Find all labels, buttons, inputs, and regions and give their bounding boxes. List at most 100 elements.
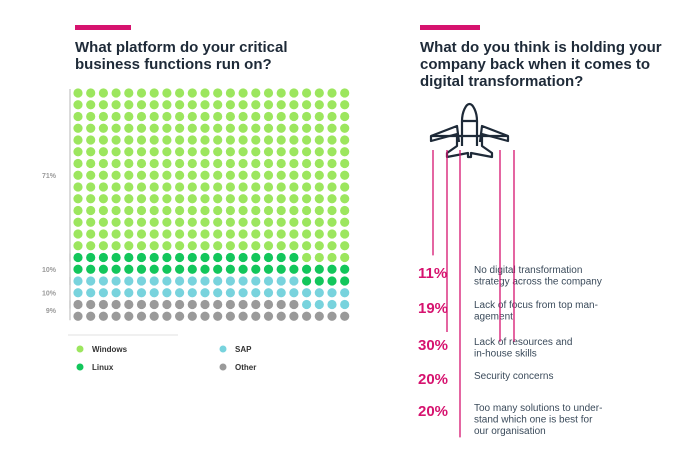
- waffle-dot-windows: [111, 135, 121, 145]
- waffle-dot-windows: [238, 229, 248, 239]
- waffle-dot-windows: [263, 135, 274, 145]
- waffle-dot-windows: [149, 194, 159, 204]
- waffle-dot-other: [314, 311, 324, 321]
- waffle-dot-windows: [86, 205, 96, 216]
- waffle-dot-sap: [124, 288, 134, 298]
- waffle-pct-label-windows: 71%: [42, 173, 57, 180]
- waffle-dot-windows: [162, 182, 172, 192]
- waffle-dot-windows: [327, 147, 337, 157]
- waffle-dot-windows: [187, 217, 197, 227]
- waffle-dot-windows: [276, 205, 286, 216]
- waffle-dot-windows: [213, 123, 223, 133]
- waffle-dot-windows: [124, 170, 134, 180]
- waffle-dot-windows: [86, 229, 96, 239]
- waffle-dot-windows: [225, 170, 235, 180]
- waffle-dot-windows: [124, 229, 134, 239]
- bar-category-label-2: agement: [474, 312, 513, 323]
- legend-swatch-linux: [76, 363, 84, 371]
- waffle-dot-windows: [111, 194, 121, 204]
- waffle-dot-windows: [314, 123, 324, 133]
- waffle-dot-windows: [200, 241, 210, 251]
- waffle-dot-windows: [251, 147, 261, 157]
- waffle-dot-windows: [175, 123, 185, 133]
- waffle-dot-windows: [200, 123, 210, 133]
- waffle-dot-sap: [276, 276, 286, 286]
- waffle-dot-sap: [98, 288, 108, 298]
- waffle-dot-windows: [289, 88, 299, 98]
- waffle-dot-other: [162, 299, 172, 310]
- waffle-dot-windows: [263, 170, 274, 180]
- waffle-dot-other: [187, 299, 197, 310]
- waffle-dot-windows: [213, 205, 223, 216]
- bar-category-label-2: Lack of focus from top man-: [474, 300, 598, 311]
- waffle-dot-windows: [162, 147, 172, 157]
- waffle-dot-other: [251, 299, 261, 310]
- left-chart-title: What platform do your critical business …: [75, 39, 288, 73]
- waffle-dot-linux: [314, 264, 324, 274]
- legend-label-other: Other: [235, 363, 256, 372]
- waffle-dot-windows: [175, 111, 185, 122]
- waffle-dot-windows: [136, 111, 147, 122]
- waffle-dot-windows: [136, 100, 147, 110]
- waffle-dot-sap: [276, 288, 286, 298]
- waffle-dot-windows: [200, 170, 210, 180]
- waffle-dot-other: [111, 311, 121, 321]
- waffle-dot-windows: [98, 205, 108, 216]
- waffle-dot-sap: [149, 288, 159, 298]
- waffle-dot-other: [251, 311, 261, 321]
- bar-pct-label-4: 20%: [418, 371, 448, 388]
- waffle-pct-label-sap: 10%: [42, 290, 57, 297]
- waffle-dot-sap: [86, 276, 96, 286]
- waffle-dot-windows: [238, 158, 248, 169]
- waffle-dot-windows: [276, 88, 286, 98]
- waffle-dot-windows: [302, 194, 312, 204]
- waffle-dot-other: [136, 299, 147, 310]
- waffle-dot-windows: [302, 123, 312, 133]
- legend-swatch-sap: [219, 345, 227, 353]
- waffle-dot-windows: [340, 135, 350, 145]
- waffle-dot-windows: [327, 100, 337, 110]
- waffle-dot-windows: [111, 217, 121, 227]
- legend-label-linux: Linux: [92, 363, 114, 372]
- waffle-dot-windows: [175, 147, 185, 157]
- waffle-dot-windows: [73, 100, 83, 110]
- waffle-dot-linux: [187, 252, 197, 263]
- waffle-dot-other: [175, 299, 185, 310]
- waffle-dot-windows: [263, 158, 274, 169]
- waffle-dot-windows: [251, 229, 261, 239]
- waffle-dot-windows: [98, 241, 108, 251]
- waffle-dot-windows: [111, 111, 121, 122]
- waffle-dot-windows: [251, 135, 261, 145]
- waffle-dot-windows: [238, 194, 248, 204]
- waffle-dot-windows: [327, 111, 337, 122]
- waffle-dot-windows: [124, 182, 134, 192]
- waffle-dot-sap: [327, 299, 337, 310]
- waffle-dot-other: [340, 311, 350, 321]
- waffle-dot-linux: [98, 264, 108, 274]
- waffle-dot-windows: [238, 147, 248, 157]
- waffle-dot-windows: [327, 217, 337, 227]
- waffle-dot-windows: [289, 147, 299, 157]
- waffle-dot-windows: [340, 241, 350, 251]
- waffle-dot-windows: [86, 241, 96, 251]
- waffle-dot-windows: [327, 123, 337, 133]
- waffle-dot-windows: [340, 182, 350, 192]
- waffle-dot-linux: [149, 264, 159, 274]
- waffle-dot-sap: [200, 288, 210, 298]
- waffle-dot-linux: [200, 252, 210, 263]
- waffle-dot-windows: [86, 100, 96, 110]
- waffle-dot-windows: [314, 241, 324, 251]
- waffle-dot-sap: [73, 276, 83, 286]
- waffle-dot-windows: [302, 100, 312, 110]
- waffle-dot-windows: [263, 229, 274, 239]
- waffle-dot-windows: [136, 147, 147, 157]
- waffle-dot-windows: [238, 217, 248, 227]
- waffle-dot-windows: [86, 147, 96, 157]
- waffle-dot-other: [73, 311, 83, 321]
- waffle-dot-windows: [73, 194, 83, 204]
- waffle-dot-windows: [111, 123, 121, 133]
- waffle-dot-windows: [263, 88, 274, 98]
- waffle-dot-windows: [327, 229, 337, 239]
- waffle-dot-windows: [289, 100, 299, 110]
